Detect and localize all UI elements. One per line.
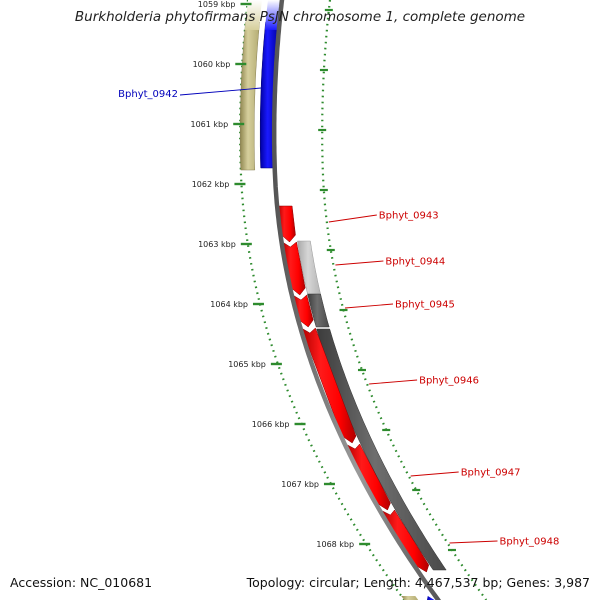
- tick-label: 1059 kbp: [198, 0, 236, 9]
- tick-label: 1063 kbp: [198, 240, 236, 249]
- tick-label: 1067 kbp: [281, 480, 319, 489]
- gene-label-bphyt-0947[interactable]: Bphyt_0947: [461, 468, 521, 479]
- genome-summary-text: Topology: circular; Length: 4,467,537 bp…: [246, 575, 590, 590]
- gene-bar-bphyt-0942-fade: [264, 0, 281, 30]
- tick-label: 1068 kbp: [316, 540, 354, 549]
- callout-line-bphyt-0948: [449, 540, 498, 544]
- feature-khaki: [239, 21, 260, 171]
- tick-label: 1065 kbp: [228, 360, 266, 369]
- gene-label-bphyt-0946[interactable]: Bphyt_0946: [419, 376, 479, 387]
- tick-label: 1061 kbp: [190, 120, 228, 129]
- tick-label: 1060 kbp: [193, 60, 231, 69]
- feature-khaki-fade: [244, 0, 262, 30]
- feature-tracks: [239, 0, 447, 604]
- feature-gray-1: [307, 293, 330, 328]
- gene-label-bphyt-0942[interactable]: Bphyt_0942: [118, 89, 178, 100]
- feature-gray-2: [316, 328, 447, 571]
- gene-labels: Bphyt_0942 Bphyt_0943 Bphyt_0944 Bphyt_0…: [118, 89, 559, 548]
- backbone: [271, 0, 443, 605]
- accession-text: Accession: NC_010681: [10, 575, 153, 590]
- map-title: Burkholderia phytofirmans PsJN chromosom…: [74, 9, 526, 25]
- callout-line-bphyt-0942: [179, 87, 262, 96]
- tick-label: 1062 kbp: [192, 180, 230, 189]
- feature-khaki-bottom: [401, 596, 419, 600]
- gene-label-bphyt-0945[interactable]: Bphyt_0945: [395, 300, 455, 311]
- callout-line-bphyt-0947: [410, 471, 459, 477]
- gene-label-bphyt-0944[interactable]: Bphyt_0944: [385, 257, 445, 268]
- callout-line-bphyt-0944: [335, 260, 384, 266]
- gene-label-bphyt-0948[interactable]: Bphyt_0948: [500, 537, 560, 548]
- tick-label: 1066 kbp: [252, 420, 290, 429]
- callout-line-bphyt-0946: [369, 379, 418, 385]
- gene-label-bphyt-0943[interactable]: Bphyt_0943: [379, 211, 439, 222]
- callout-line-bphyt-0943: [328, 214, 377, 223]
- gene-callout-lines: [179, 87, 498, 544]
- callout-line-bphyt-0945: [344, 303, 394, 309]
- tick-labels: 1059 kbp 1060 kbp 1061 kbp 1062 kbp 1063…: [190, 0, 354, 549]
- tick-label: 1064 kbp: [210, 300, 248, 309]
- tick-marks: [233, 2, 456, 552]
